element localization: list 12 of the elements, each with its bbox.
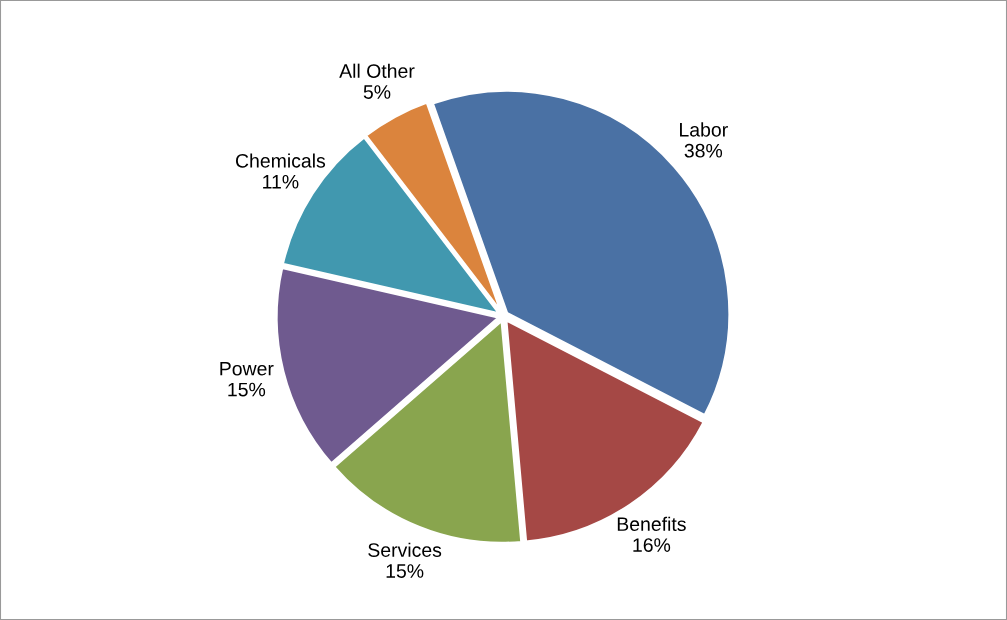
slice-label: Labor	[680, 122, 728, 137]
data-label: 11%	[263, 174, 299, 189]
slice-label: Chemicals	[235, 153, 326, 168]
slice-label: All Other	[339, 63, 415, 78]
data-label: 15%	[386, 564, 424, 578]
data-label: 38%	[684, 143, 723, 158]
data-label: 15%	[228, 382, 266, 397]
data-label: 16%	[633, 538, 671, 552]
slice-label: Power	[220, 361, 274, 376]
data-label: 5%	[363, 85, 391, 99]
slice-label: Benefits	[617, 516, 686, 532]
slice-label: Services	[368, 542, 442, 557]
